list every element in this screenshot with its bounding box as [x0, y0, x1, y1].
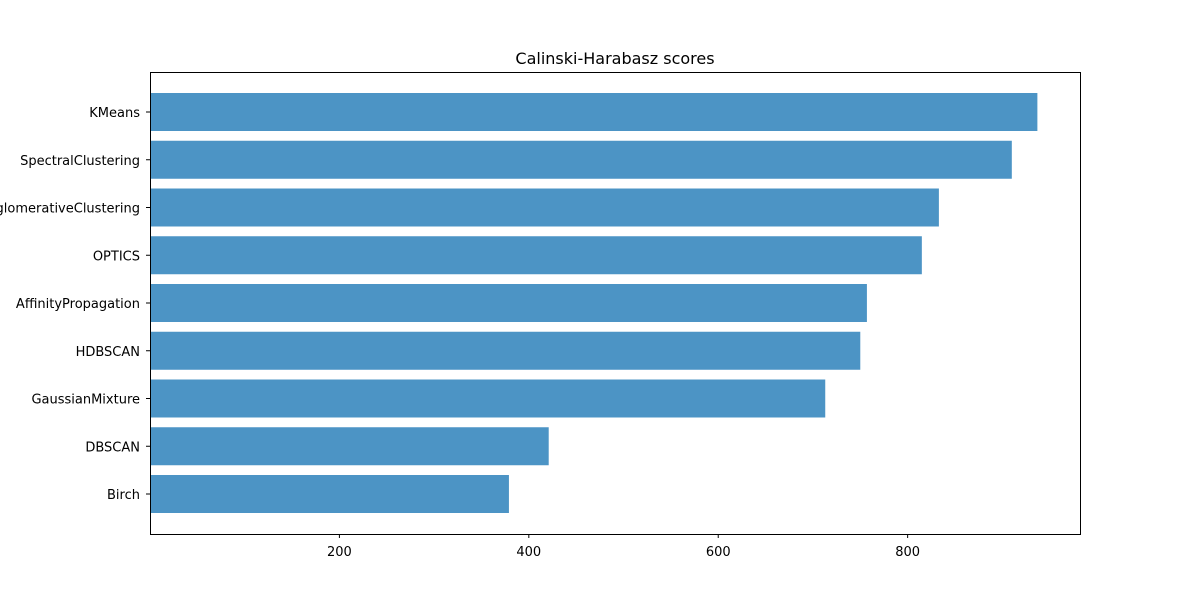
bar-agglomerativeclustering — [150, 188, 939, 227]
bar-optics — [150, 236, 922, 275]
bar-gaussianmixture — [150, 379, 826, 418]
x-tick-label: 200 — [327, 545, 352, 560]
y-tick-label: SpectralClustering — [20, 154, 140, 169]
chart-title: Calinski-Harabasz scores — [515, 49, 714, 68]
y-tick-label: GaussianMixture — [31, 393, 140, 408]
y-tick-label: AgglomerativeClustering — [0, 202, 140, 217]
bar-kmeans — [150, 93, 1038, 131]
bar-affinitypropagation — [150, 284, 867, 322]
y-tick-label: AffinityPropagation — [16, 297, 140, 312]
y-tick-label: Birch — [107, 488, 140, 503]
y-tick-label: OPTICS — [93, 249, 140, 264]
x-axis-ticks: 200 400 600 800 — [327, 534, 920, 560]
y-axis-ticks: KMeans SpectralClustering AgglomerativeClu… — [0, 106, 150, 503]
plot-frame — [150, 72, 1081, 535]
x-tick-label: 400 — [516, 545, 541, 560]
x-tick-label: 800 — [895, 545, 920, 560]
y-tick-label: KMeans — [89, 106, 140, 121]
bar-dbscan — [150, 427, 549, 466]
bar-birch — [150, 475, 509, 513]
y-tick-label: HDBSCAN — [76, 345, 140, 360]
y-tick-label: DBSCAN — [85, 440, 140, 455]
bar-spectralclustering — [150, 140, 1012, 179]
bars-layer — [150, 93, 1038, 513]
x-tick-label: 600 — [706, 545, 731, 560]
bar-hdbscan — [150, 331, 861, 370]
